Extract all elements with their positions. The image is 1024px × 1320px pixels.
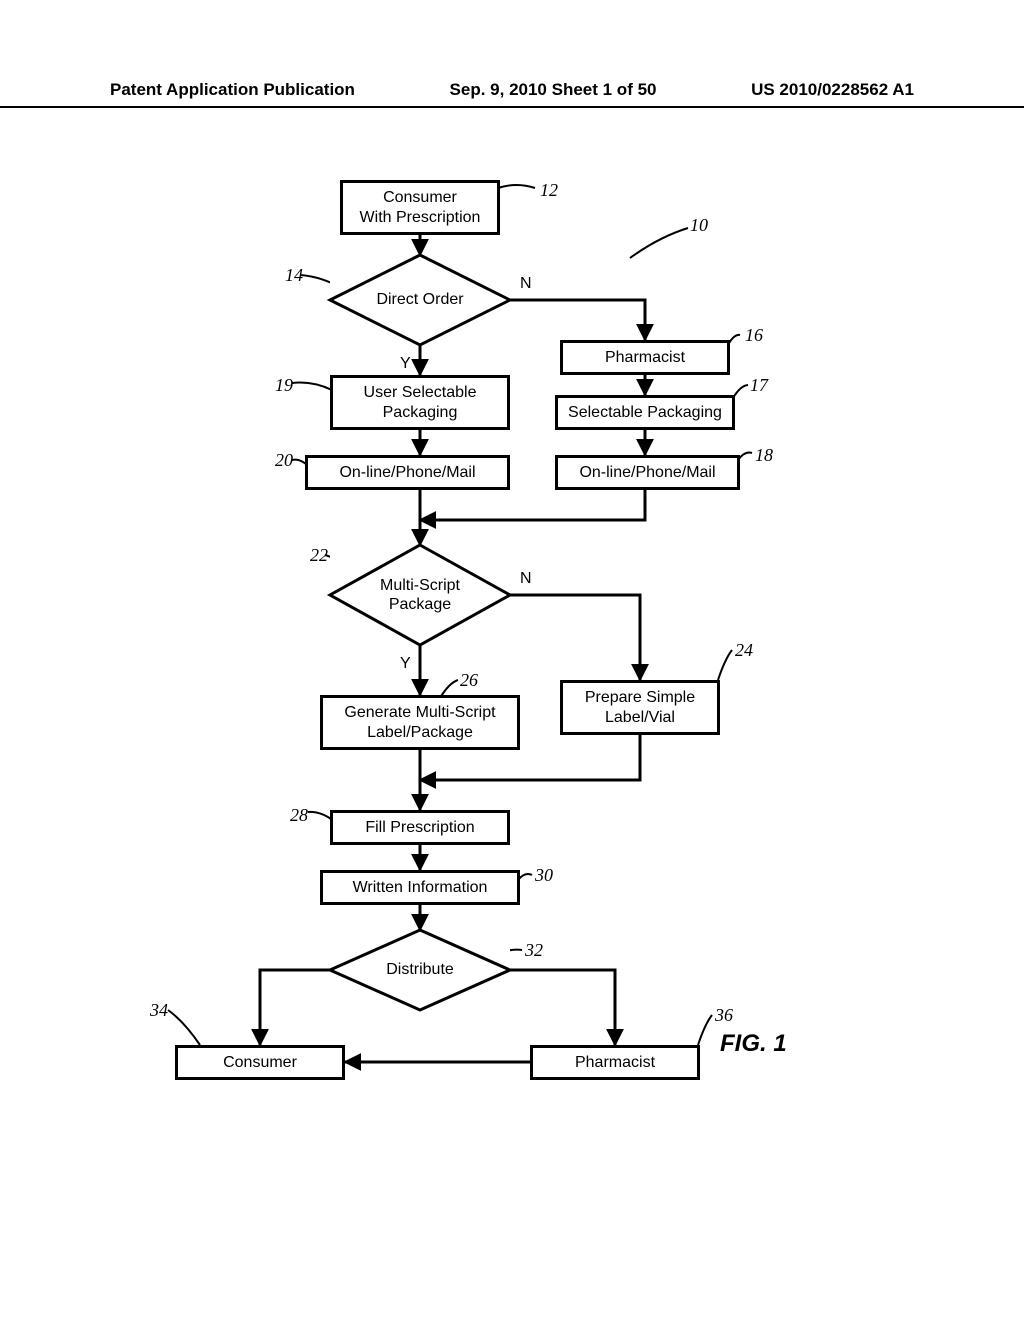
flow-node-n24: Prepare SimpleLabel/Vial xyxy=(560,680,720,735)
figure-label: FIG. 1 xyxy=(720,1030,787,1058)
header-right: US 2010/0228562 A1 xyxy=(751,80,914,100)
ref-label: 18 xyxy=(755,445,773,466)
edge-label: Y xyxy=(400,655,411,673)
flow-node-n30: Written Information xyxy=(320,870,520,905)
ref-label: 26 xyxy=(460,670,478,691)
flow-node-n12: ConsumerWith Prescription xyxy=(340,180,500,235)
header-left: Patent Application Publication xyxy=(110,80,355,100)
ref-label: 10 xyxy=(690,215,708,236)
ref-label: 14 xyxy=(285,265,303,286)
ref-label: 22 xyxy=(310,545,328,566)
flow-node-n19: User SelectablePackaging xyxy=(330,375,510,430)
ref-label: 19 xyxy=(275,375,293,396)
page-header: Patent Application Publication Sep. 9, 2… xyxy=(0,80,1024,108)
flow-node-n17: Selectable Packaging xyxy=(555,395,735,430)
ref-label: 32 xyxy=(525,940,543,961)
flow-node-n16: Pharmacist xyxy=(560,340,730,375)
flowchart: FIG. 1 ConsumerWith Prescription Direct O… xyxy=(0,150,1024,1250)
flow-decision-n14: Direct Order xyxy=(330,255,510,345)
edge-label: Y xyxy=(400,355,411,373)
flow-decision-n32: Distribute xyxy=(330,930,510,1010)
flow-node-n36: Pharmacist xyxy=(530,1045,700,1080)
ref-label: 12 xyxy=(540,180,558,201)
ref-label: 24 xyxy=(735,640,753,661)
flow-node-n26: Generate Multi-ScriptLabel/Package xyxy=(320,695,520,750)
ref-label: 36 xyxy=(715,1005,733,1026)
flow-decision-n22: Multi-ScriptPackage xyxy=(330,545,510,645)
ref-label: 30 xyxy=(535,865,553,886)
ref-label: 34 xyxy=(150,1000,168,1021)
flow-node-n28: Fill Prescription xyxy=(330,810,510,845)
ref-label: 20 xyxy=(275,450,293,471)
flow-node-n34: Consumer xyxy=(175,1045,345,1080)
edge-label: N xyxy=(520,275,532,293)
ref-label: 17 xyxy=(750,375,768,396)
ref-label: 16 xyxy=(745,325,763,346)
flow-node-n18: On-line/Phone/Mail xyxy=(555,455,740,490)
ref-label: 28 xyxy=(290,805,308,826)
edge-label: N xyxy=(520,570,532,588)
page: Patent Application Publication Sep. 9, 2… xyxy=(0,0,1024,1320)
header-center: Sep. 9, 2010 Sheet 1 of 50 xyxy=(450,80,657,100)
flow-node-n20: On-line/Phone/Mail xyxy=(305,455,510,490)
